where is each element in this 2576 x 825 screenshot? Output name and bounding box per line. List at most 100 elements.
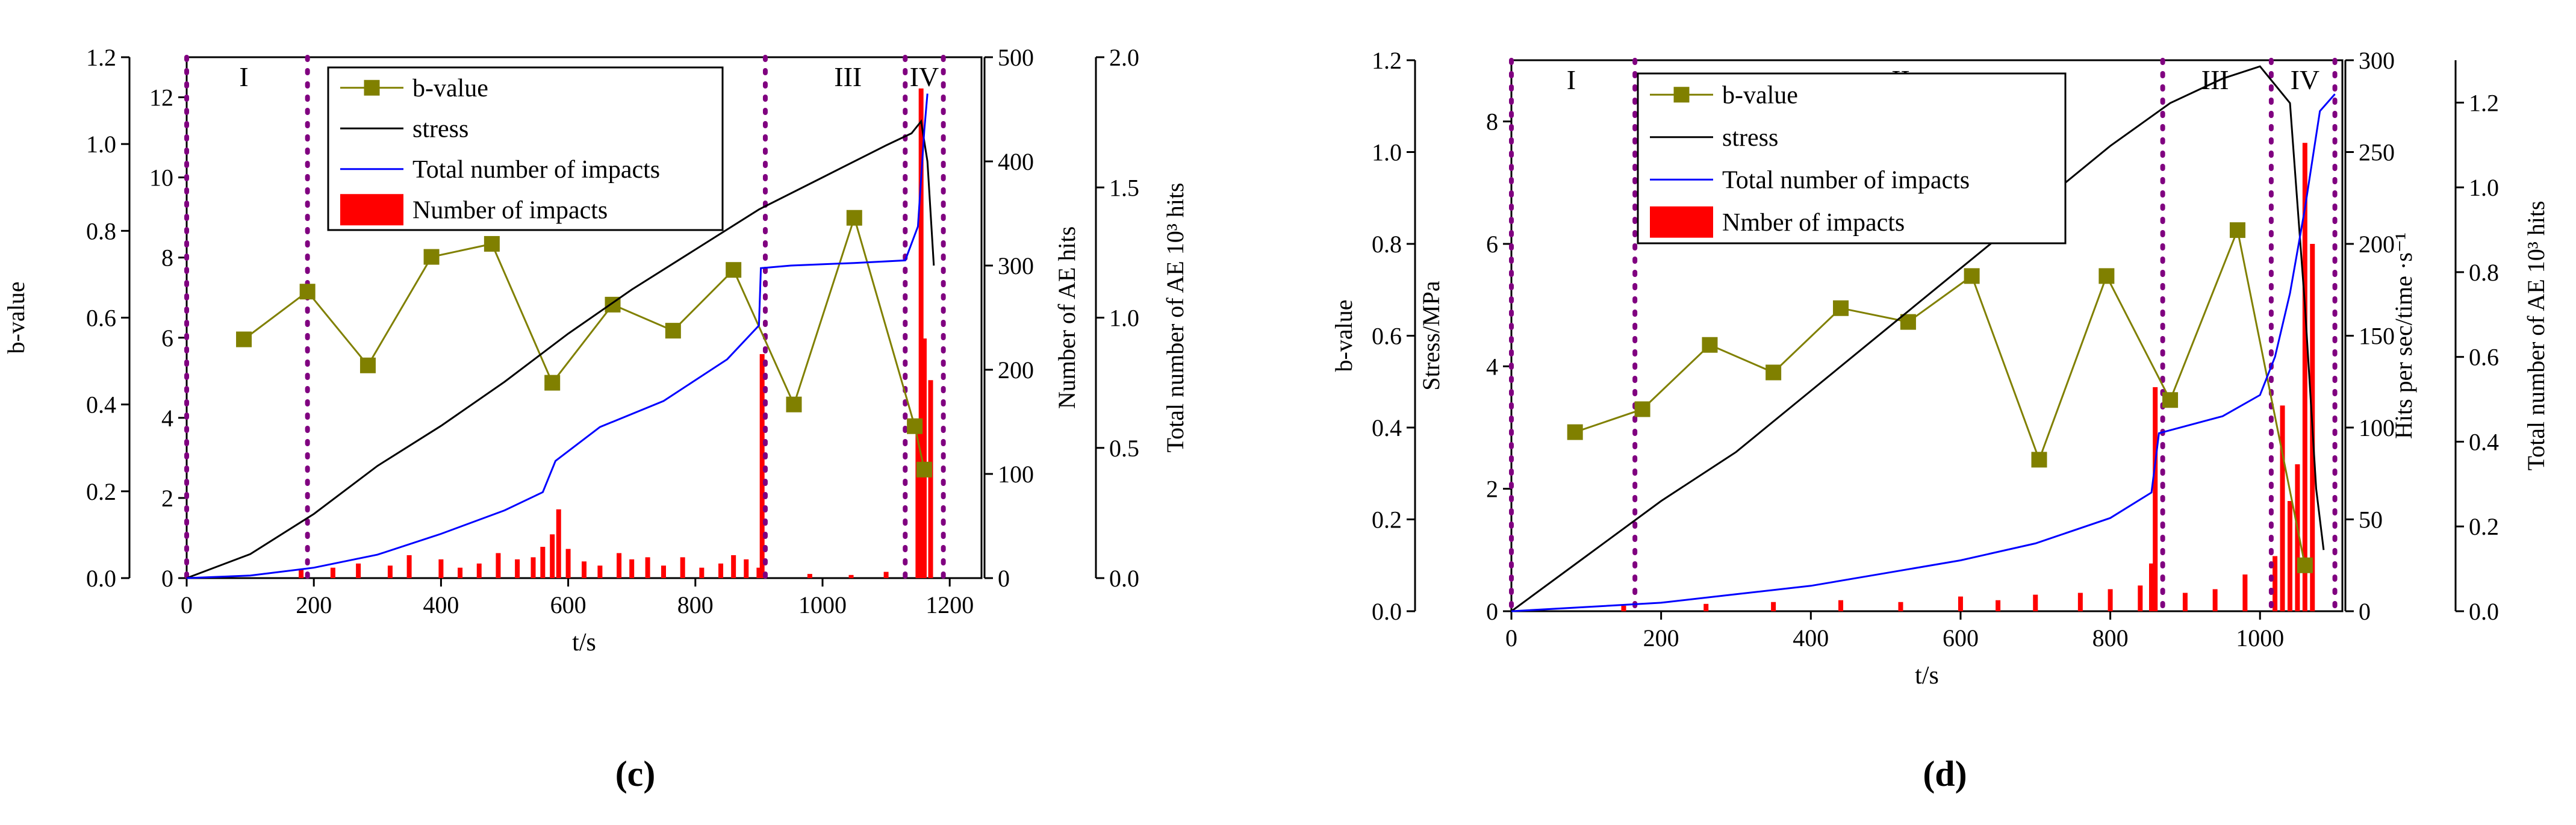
- impact-bar: [2212, 589, 2218, 611]
- impact-bar: [330, 567, 335, 578]
- bvalue-tick-label: 0.0: [86, 565, 116, 592]
- impact-bar: [1996, 600, 2001, 611]
- hits-tick-label: 200: [2359, 231, 2395, 258]
- bvalue-series-line: [243, 214, 926, 470]
- stage-label: III: [2201, 64, 2229, 95]
- hits-tick-label: 0: [2359, 598, 2371, 625]
- bvalue-point: [726, 262, 742, 278]
- bvalue-point: [786, 396, 802, 412]
- impact-bar: [699, 567, 705, 578]
- impact-bar: [565, 549, 571, 578]
- impact-bar: [2153, 387, 2158, 611]
- bvalue-point: [2162, 392, 2179, 408]
- x-tick-label: 800: [677, 591, 714, 618]
- total-tick-label: 0.0: [2469, 598, 2499, 625]
- legend-label: Total number of impacts: [412, 156, 660, 184]
- hits-axis-label: Hits per sec/time ·s⁻¹: [2390, 232, 2417, 439]
- impact-bar: [550, 534, 555, 578]
- impact-bar: [2077, 593, 2083, 611]
- panel-c-chart: 0 200 400 600 800 1000 1200t/s0.00.20.40.60.81…: [2, 44, 1189, 794]
- stage-label: I: [1567, 64, 1576, 95]
- bvalue-point: [359, 357, 376, 373]
- impact-bar: [1958, 596, 1963, 611]
- impact-bar: [387, 565, 393, 578]
- x-tick-label: 600: [550, 591, 586, 618]
- impact-bar: [2148, 563, 2154, 611]
- impact-bar: [731, 555, 736, 578]
- stress-axis-label: Stress/MPa: [1417, 281, 1445, 390]
- bvalue-point: [1964, 268, 1980, 284]
- total-axis-label: Total number of AE 10³ hits: [2522, 201, 2550, 470]
- stress-tick-label: 2: [1486, 476, 1498, 503]
- bvalue-tick-label: 1.0: [86, 131, 116, 158]
- legend-label: Number of impacts: [412, 196, 608, 224]
- stress-series-line: [1511, 65, 2325, 612]
- impact-bar: [476, 563, 482, 578]
- impact-bar: [718, 563, 724, 578]
- bvalue-tick-label: 0.4: [1372, 414, 1402, 441]
- impact-bar: [2182, 593, 2188, 611]
- stress-tick-label: 4: [161, 405, 173, 432]
- total-series-line: [1511, 93, 2336, 612]
- impact-bar: [406, 555, 412, 578]
- impact-bar: [883, 571, 889, 578]
- bvalue-tick-label: 1.2: [1372, 47, 1402, 74]
- stage-label: IV: [2291, 64, 2320, 95]
- impact-bar: [915, 432, 921, 578]
- bvalue-point: [1900, 314, 1916, 330]
- hits-tick-label: 250: [2359, 139, 2395, 166]
- legend-label: stress: [1722, 124, 1778, 152]
- bvalue-point: [916, 461, 932, 478]
- impact-bar: [756, 567, 762, 578]
- bvalue-tick-label: 0.6: [1372, 323, 1402, 350]
- impact-bar: [1771, 602, 1776, 611]
- impact-bar: [2273, 556, 2278, 611]
- stage-label: III: [834, 61, 862, 92]
- hits-tick-label: 200: [998, 356, 1034, 384]
- x-tick-label: 200: [296, 591, 332, 618]
- bvalue-point: [1702, 337, 1718, 353]
- impact-bar: [2138, 585, 2143, 611]
- legend-label: b-value: [412, 75, 488, 102]
- legend-label: stress: [412, 115, 468, 143]
- stage-label: I: [239, 61, 248, 92]
- hits-tick-label: 300: [998, 252, 1034, 279]
- impact-bar: [530, 557, 536, 578]
- impact-bar: [540, 547, 546, 578]
- panel-label: (d): [1923, 754, 1967, 794]
- impact-bar: [928, 380, 933, 578]
- hits-axis-label: Number of AE hits: [1053, 226, 1080, 409]
- total-tick-label: 0.0: [1109, 565, 1139, 592]
- bvalue-point: [907, 418, 923, 434]
- impact-bar: [556, 509, 561, 578]
- bvalue-point: [2098, 268, 2115, 284]
- total-axis-label: Total number of AE 10³ hits: [1162, 182, 1189, 452]
- hits-tick-label: 400: [998, 148, 1034, 175]
- bvalue-tick-label: 0.4: [86, 391, 116, 419]
- impact-bar: [629, 559, 635, 578]
- x-tick-label: 200: [1643, 624, 1679, 652]
- impact-bar: [597, 565, 603, 578]
- bvalue-point: [665, 323, 681, 339]
- total-tick-label: 0.2: [2469, 513, 2499, 540]
- bvalue-series-line: [1575, 226, 2306, 566]
- x-tick-label: 400: [1793, 624, 1829, 652]
- total-tick-label: 2.0: [1109, 44, 1139, 71]
- legend-swatch-impacts: [340, 194, 403, 226]
- impact-bar: [458, 567, 463, 578]
- total-series-line: [186, 93, 929, 579]
- bvalue-point: [423, 249, 440, 265]
- bvalue-tick-label: 0.2: [86, 478, 116, 505]
- x-tick-label: 0: [1505, 624, 1517, 652]
- bvalue-point: [299, 284, 316, 300]
- hits-tick-label: 100: [998, 461, 1034, 488]
- panel-label: (c): [615, 754, 656, 794]
- bvalue-point: [2229, 222, 2245, 238]
- bvalue-point: [544, 375, 561, 391]
- bvalue-point: [236, 331, 252, 347]
- bvalue-point: [2297, 557, 2313, 573]
- legend-label: Nmber of impacts: [1722, 209, 1905, 237]
- stress-tick-label: 8: [1486, 108, 1498, 135]
- stress-tick-label: 2: [161, 485, 173, 512]
- x-tick-label: 1000: [798, 591, 847, 618]
